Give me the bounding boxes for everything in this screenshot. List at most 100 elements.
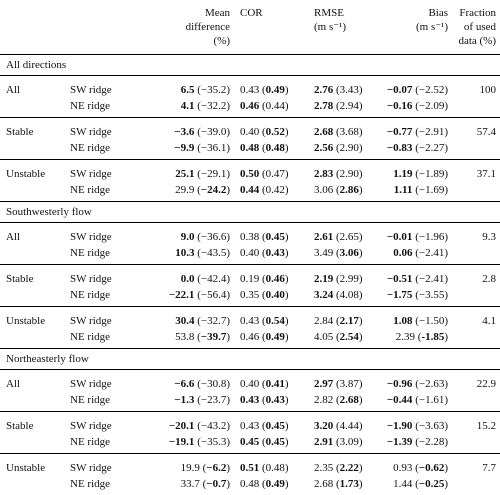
section-header-row: Northeasterly flow — [0, 349, 500, 370]
rmse-cell: 2.19 (2.99) — [306, 265, 380, 288]
fraction-cell — [456, 392, 500, 412]
mean-difference-cell: 0.0 (−42.4) — [134, 265, 234, 288]
cor-alt-value: 0.49 — [266, 478, 285, 490]
cor-alt-value: 0.45 — [266, 231, 285, 243]
condition-cell — [0, 476, 62, 495]
bias-cell: −0.44 (−1.61) — [380, 392, 456, 412]
mean-difference-cell: −9.9 (−36.1) — [134, 140, 234, 160]
rmse-alt-value: 4.44 — [340, 420, 359, 432]
fraction-cell: 57.4 — [456, 118, 500, 141]
ridge-cell: SW ridge — [62, 118, 134, 141]
cor-cell: 0.50 (0.47) — [234, 160, 306, 183]
bias-cell: 1.19 (−1.89) — [380, 160, 456, 183]
mean-difference-alt-value: −24.2 — [201, 184, 227, 196]
ridge-cell: SW ridge — [62, 223, 134, 246]
rmse-cell: 2.82 (2.68) — [306, 392, 380, 412]
cor-alt-value: 0.43 — [266, 394, 285, 406]
ridge-cell: NE ridge — [62, 182, 134, 202]
condition-cell — [0, 287, 62, 307]
rmse-alt-value: 3.87 — [340, 378, 359, 390]
cor-cell: 0.44 (0.42) — [234, 182, 306, 202]
header-rmse-line1: RMSE — [314, 6, 380, 20]
mean-difference-alt-value: −43.5 — [201, 247, 226, 259]
rmse-value: 3.06 — [314, 184, 333, 196]
mean-difference-value: −3.6 — [174, 126, 194, 138]
bias-cell: 2.39 (-1.85) — [380, 329, 456, 349]
mean-difference-cell: 25.1 (−29.1) — [134, 160, 234, 183]
fraction-cell: 22.9 — [456, 370, 500, 393]
ridge-cell: SW ridge — [62, 454, 134, 477]
condition-cell — [0, 245, 62, 265]
mean-difference-alt-value: −36.6 — [201, 231, 226, 243]
mean-difference-value: 33.7 — [181, 478, 200, 490]
cor-cell: 0.51 (0.48) — [234, 454, 306, 477]
bias-alt-value: −1.61 — [419, 394, 444, 406]
bias-value: 0.93 — [393, 462, 412, 474]
mean-difference-cell: −3.6 (−39.0) — [134, 118, 234, 141]
condition-cell: Stable — [0, 412, 62, 435]
condition-cell: Unstable — [0, 454, 62, 477]
mean-difference-alt-value: −42.4 — [201, 273, 226, 285]
condition-cell — [0, 392, 62, 412]
mean-difference-cell: −20.1 (−43.2) — [134, 412, 234, 435]
mean-difference-value: 19.9 — [181, 462, 200, 474]
mean-difference-cell: 19.9 (−6.2) — [134, 454, 234, 477]
mean-difference-cell: 53.8 (−39.7) — [134, 329, 234, 349]
table-header: Mean difference (%) COR RMSE (m s⁻¹) Bia… — [0, 0, 500, 55]
rmse-value: 4.05 — [314, 331, 333, 343]
mean-difference-alt-value: −35.3 — [201, 436, 226, 448]
table-row: NE ridge−22.1 (−56.4)0.35 (0.40)3.24 (4.… — [0, 287, 500, 307]
rmse-value: 2.82 — [314, 394, 333, 406]
cor-alt-value: 0.41 — [266, 378, 285, 390]
cor-value: 0.50 — [240, 168, 259, 180]
rmse-cell: 2.97 (3.87) — [306, 370, 380, 393]
fraction-cell: 9.3 — [456, 223, 500, 246]
fraction-cell — [456, 476, 500, 495]
rmse-value: 2.56 — [314, 142, 333, 154]
mean-difference-cell: −6.6 (−30.8) — [134, 370, 234, 393]
cor-cell: 0.19 (0.46) — [234, 265, 306, 288]
cor-alt-value: 0.42 — [266, 184, 285, 196]
cor-cell: 0.43 (0.49) — [234, 76, 306, 99]
bias-cell: 0.06 (−2.41) — [380, 245, 456, 265]
rmse-alt-value: 2.99 — [340, 273, 359, 285]
ridge-cell: NE ridge — [62, 434, 134, 454]
cor-alt-value: 0.40 — [266, 289, 285, 301]
ridge-cell: SW ridge — [62, 160, 134, 183]
cor-value: 0.51 — [240, 462, 259, 474]
cor-alt-value: 0.49 — [266, 331, 285, 343]
mean-difference-alt-value: −29.1 — [201, 168, 226, 180]
bias-value: 1.08 — [393, 315, 412, 327]
bias-alt-value: −2.09 — [419, 100, 444, 112]
bias-cell: −0.51 (−2.41) — [380, 265, 456, 288]
cor-cell: 0.35 (0.40) — [234, 287, 306, 307]
ridge-cell: SW ridge — [62, 265, 134, 288]
cor-alt-value: 0.47 — [266, 168, 285, 180]
mean-difference-alt-value: −32.2 — [201, 100, 226, 112]
cor-alt-value: 0.45 — [266, 436, 285, 448]
cor-value: 0.19 — [240, 273, 259, 285]
rmse-alt-value: 3.43 — [340, 84, 359, 96]
mean-difference-value: 53.8 — [175, 331, 194, 343]
rmse-cell: 2.91 (3.09) — [306, 434, 380, 454]
bias-alt-value: −1.96 — [419, 231, 444, 243]
condition-cell: Stable — [0, 265, 62, 288]
mean-difference-alt-value: −35.2 — [201, 84, 226, 96]
rmse-cell: 3.49 (3.06) — [306, 245, 380, 265]
table-row: NE ridge−1.3 (−23.7)0.43 (0.43)2.82 (2.6… — [0, 392, 500, 412]
header-md-line3: (%) — [134, 34, 230, 48]
condition-cell — [0, 182, 62, 202]
ridge-cell: SW ridge — [62, 307, 134, 330]
mean-difference-alt-value: −56.4 — [201, 289, 226, 301]
ridge-cell: NE ridge — [62, 476, 134, 495]
cor-value: 0.44 — [240, 184, 259, 196]
ridge-cell: SW ridge — [62, 412, 134, 435]
cor-value: 0.40 — [240, 126, 259, 138]
bias-alt-value: −2.52 — [419, 84, 444, 96]
header-cor-line1: COR — [240, 6, 306, 20]
mean-difference-cell: 6.5 (−35.2) — [134, 76, 234, 99]
